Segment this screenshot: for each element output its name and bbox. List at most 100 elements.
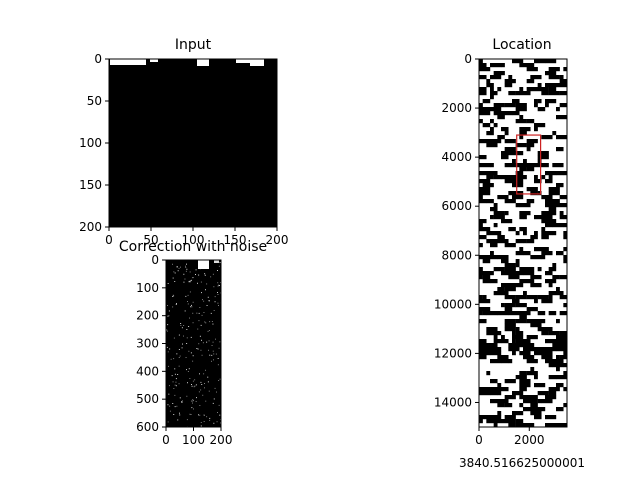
noise-dot — [176, 266, 178, 268]
location-block — [526, 187, 538, 192]
location-block — [501, 111, 513, 116]
correction-ytick-label: 400 — [136, 364, 159, 378]
location-block — [490, 163, 494, 168]
location-block — [497, 391, 502, 396]
location-block — [486, 175, 494, 180]
location-block — [530, 399, 538, 404]
location-ytick-label: 14000 — [434, 395, 472, 409]
location-block — [519, 87, 524, 92]
location-block — [556, 367, 560, 372]
location-blocks — [479, 59, 567, 427]
noise-dot — [200, 349, 202, 351]
location-block — [526, 67, 538, 72]
location-block — [519, 131, 527, 136]
location-block — [530, 275, 542, 280]
location-block — [530, 403, 538, 408]
noise-dot — [191, 306, 193, 308]
location-block — [501, 335, 505, 340]
noise-dot — [189, 317, 190, 319]
location-block — [519, 387, 527, 392]
location-block — [512, 59, 524, 64]
noise-dot — [169, 385, 170, 387]
location-block — [504, 103, 516, 108]
noise-dot — [193, 400, 194, 402]
location-block — [497, 331, 502, 336]
noise-dot — [175, 378, 177, 380]
location-block — [519, 247, 524, 252]
location-block — [486, 331, 498, 336]
location-block — [490, 399, 498, 404]
location-block — [523, 159, 527, 164]
location-block — [501, 303, 505, 308]
location-block — [563, 387, 567, 392]
location-block — [486, 199, 494, 204]
noise-dot — [173, 388, 175, 389]
location-block — [479, 107, 491, 112]
location-panel: Location 0 2000 0 2000 4000 6000 8000 10000 1200… — [434, 37, 585, 470]
location-block — [534, 231, 538, 236]
noise-dot — [185, 266, 187, 268]
location-block — [563, 171, 567, 176]
location-block — [552, 223, 564, 228]
location-block — [512, 319, 516, 324]
location-block — [537, 295, 549, 300]
location-block — [548, 311, 557, 316]
location-frame — [478, 58, 568, 428]
location-block — [490, 379, 498, 384]
location-block — [497, 239, 509, 244]
location-block — [534, 163, 542, 168]
noise-dot — [179, 397, 181, 399]
location-block — [559, 211, 564, 216]
location-block — [504, 415, 513, 420]
noise-dot — [214, 387, 216, 389]
noise-dot — [212, 402, 214, 404]
noise-dot — [219, 378, 221, 380]
location-block — [479, 163, 491, 168]
noise-dot — [206, 305, 208, 306]
location-block — [512, 339, 516, 344]
location-block — [559, 195, 567, 200]
location-xtick-label: 2000 — [514, 433, 545, 447]
noise-dot — [211, 360, 212, 362]
location-block — [482, 279, 491, 284]
location-block — [530, 63, 535, 68]
noise-dot — [217, 294, 219, 295]
noise-dot — [216, 421, 218, 423]
location-block — [556, 355, 560, 360]
noise-dot — [192, 301, 194, 303]
location-block — [479, 351, 487, 356]
noise-dot — [211, 354, 213, 356]
location-block — [497, 231, 502, 236]
location-block — [490, 279, 498, 284]
noise-dot — [185, 270, 187, 272]
noise-dot — [176, 353, 178, 355]
location-highlight-box — [516, 134, 542, 195]
location-block — [534, 175, 538, 180]
noise-dot — [204, 274, 206, 276]
location-block — [515, 151, 524, 156]
location-block — [534, 319, 546, 324]
noise-dot — [204, 387, 205, 389]
noise-dot — [191, 385, 193, 387]
location-block — [541, 231, 553, 236]
location-block — [530, 271, 535, 276]
noise-dot — [183, 335, 184, 337]
location-block — [548, 75, 560, 80]
location-block — [537, 159, 542, 164]
noise-dot — [168, 310, 170, 312]
location-block — [545, 395, 557, 400]
location-block — [541, 299, 553, 304]
noise-dot — [201, 354, 203, 356]
location-block — [523, 251, 531, 256]
location-block — [548, 91, 560, 96]
location-block — [519, 175, 527, 180]
location-block — [526, 371, 538, 376]
noise-dot — [212, 341, 214, 343]
location-block — [515, 143, 527, 148]
location-block — [490, 207, 498, 212]
location-block — [482, 275, 491, 280]
location-block — [534, 299, 538, 304]
input-title: Input — [175, 37, 212, 53]
location-block — [545, 59, 557, 64]
noise-dot — [220, 282, 221, 283]
